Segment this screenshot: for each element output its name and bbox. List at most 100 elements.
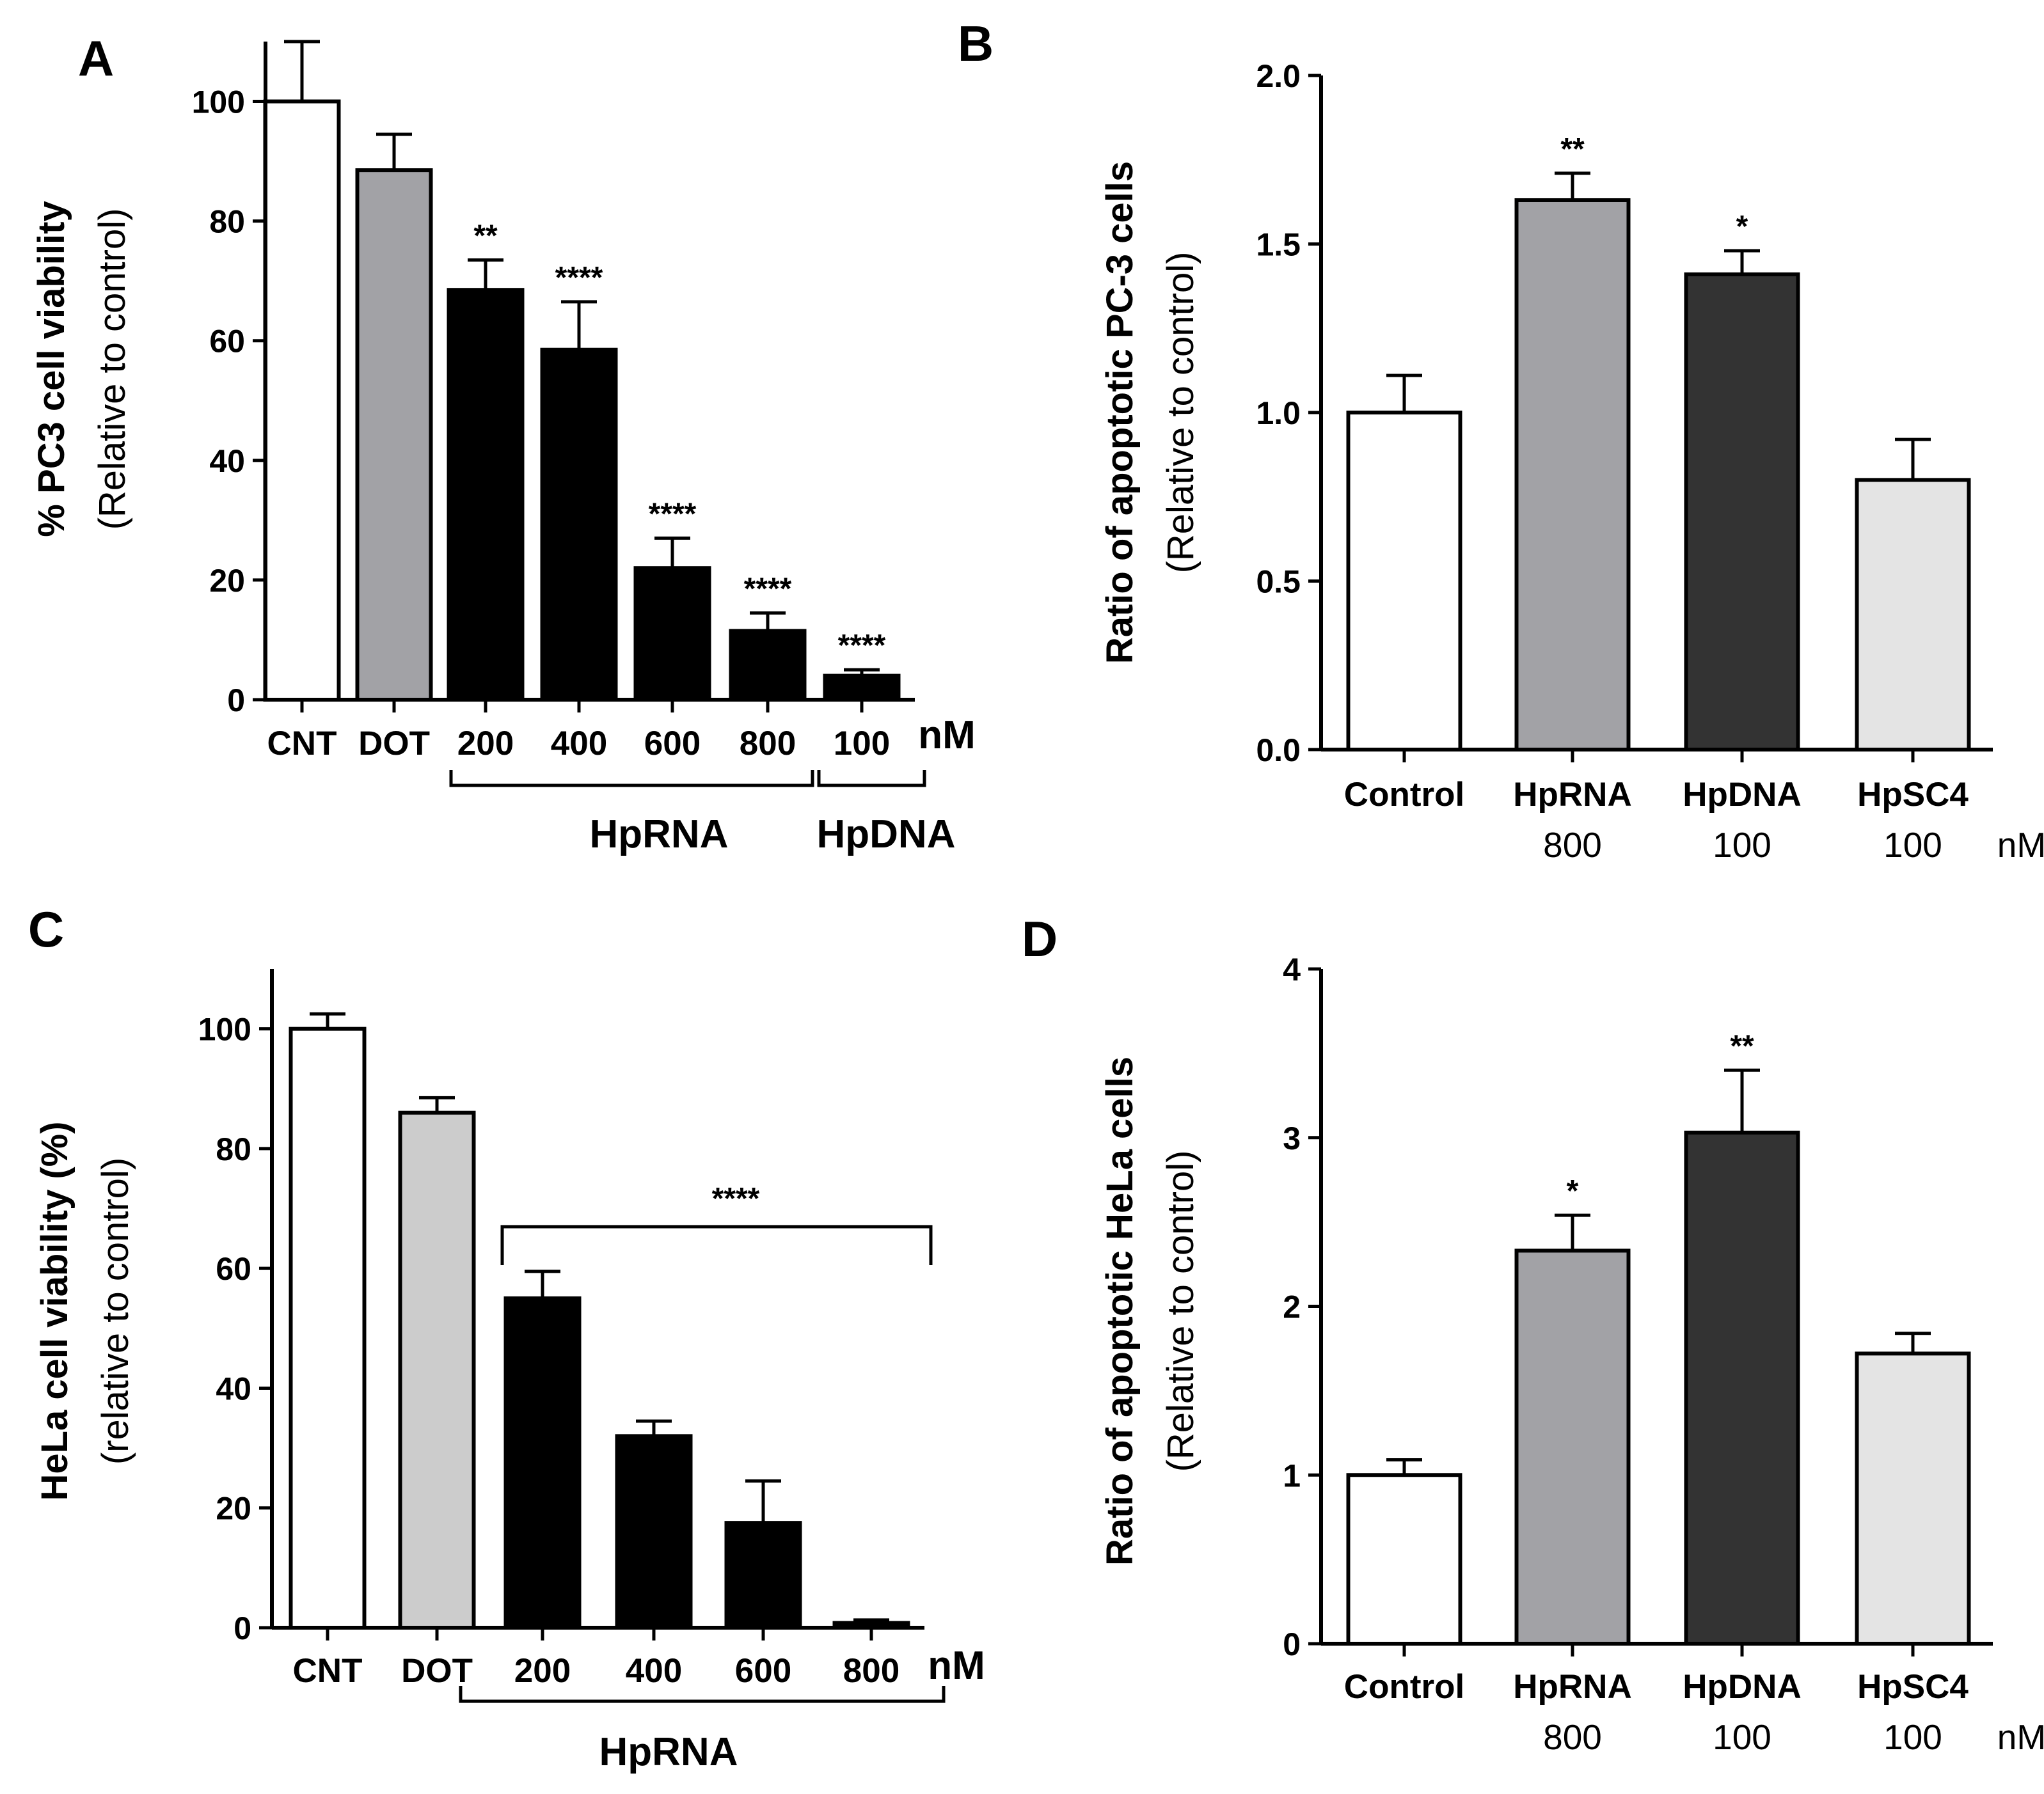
y-axis-label: Ratio of apoptotic HeLa cells bbox=[1099, 1057, 1141, 1566]
significance-mark: ** bbox=[1730, 1029, 1754, 1063]
group-label: HpRNA bbox=[590, 812, 729, 856]
panel-letter: D bbox=[1022, 911, 1058, 967]
y-tick-label: 2 bbox=[1283, 1289, 1301, 1325]
bar-hpdna bbox=[1684, 1130, 1800, 1646]
x-tick-label: CNT bbox=[293, 1652, 363, 1690]
concentration-label: 100 bbox=[1883, 1717, 1942, 1757]
group-bracket bbox=[449, 770, 814, 787]
bar-control bbox=[1346, 411, 1462, 751]
bar-200 bbox=[447, 288, 525, 702]
y-tick-label: 40 bbox=[216, 1371, 251, 1406]
y-tick-label: 0.5 bbox=[1256, 564, 1301, 600]
x-tick-label: HpRNA bbox=[1513, 1668, 1631, 1706]
significance-mark: * bbox=[1567, 1174, 1579, 1208]
x-tick-label: HpRNA bbox=[1513, 776, 1631, 814]
unit-label: nM bbox=[1997, 825, 2044, 865]
y-tick-label: 1.0 bbox=[1256, 395, 1301, 431]
x-tick-label: DOT bbox=[358, 725, 430, 762]
x-tick-label: HpSC4 bbox=[1857, 1668, 1969, 1706]
panel-d: D Ratio of apoptotic HeLa cells (Relative … bbox=[1022, 911, 2044, 1757]
x-tick-label: 400 bbox=[626, 1652, 682, 1690]
bar-600 bbox=[633, 566, 711, 702]
y-tick-label: 1 bbox=[1283, 1458, 1301, 1493]
y-axis-sublabel: (Relative to control) bbox=[1160, 252, 1201, 574]
bar-600 bbox=[724, 1521, 802, 1630]
y-tick-label: 20 bbox=[216, 1491, 251, 1527]
bar-dot bbox=[398, 1110, 476, 1630]
x-tick-label: 400 bbox=[551, 725, 607, 762]
bar-100 bbox=[823, 673, 901, 702]
x-tick-label: DOT bbox=[401, 1652, 473, 1690]
concentration-label: 100 bbox=[1713, 825, 1771, 865]
x-tick-label: CNT bbox=[267, 725, 337, 762]
y-tick-label: 0 bbox=[1283, 1626, 1301, 1662]
y-axis-sublabel: (relative to control) bbox=[95, 1158, 136, 1465]
y-tick-label: 0 bbox=[234, 1610, 251, 1646]
x-tick-label: Control bbox=[1344, 776, 1464, 814]
unit-label: nM bbox=[928, 1644, 985, 1688]
group-bracket bbox=[817, 770, 926, 787]
panel-letter: B bbox=[958, 15, 994, 72]
significance-mark: ** bbox=[1560, 132, 1585, 166]
group-label: HpDNA bbox=[817, 812, 956, 856]
bar-hpsc4 bbox=[1855, 478, 1971, 752]
concentration-label: 800 bbox=[1543, 825, 1602, 865]
y-tick-label: 1.5 bbox=[1256, 227, 1301, 263]
x-tick-label: 800 bbox=[843, 1652, 899, 1690]
x-tick-label: 200 bbox=[457, 725, 514, 762]
bar-control bbox=[1346, 1473, 1462, 1646]
bar-hprna bbox=[1514, 1248, 1631, 1646]
bar-hpsc4 bbox=[1855, 1351, 1971, 1646]
y-tick-label: 60 bbox=[209, 324, 245, 359]
bar-hpdna bbox=[1684, 272, 1800, 751]
x-tick-label: 200 bbox=[514, 1652, 571, 1690]
x-tick-label: HpDNA bbox=[1683, 776, 1801, 814]
x-tick-label: HpDNA bbox=[1683, 1668, 1801, 1706]
bar-200 bbox=[503, 1296, 582, 1630]
bar-cnt bbox=[289, 1027, 367, 1630]
x-tick-label: 600 bbox=[735, 1652, 791, 1690]
y-tick-label: 2.0 bbox=[1256, 58, 1301, 94]
y-axis-sublabel: (Relative to control) bbox=[91, 209, 133, 530]
significance-mark: **** bbox=[744, 572, 792, 606]
x-tick-label: HpSC4 bbox=[1857, 776, 1969, 814]
significance-mark: * bbox=[1736, 210, 1748, 244]
concentration-label: 100 bbox=[1713, 1717, 1771, 1757]
panel-letter: C bbox=[28, 901, 64, 957]
y-tick-label: 3 bbox=[1283, 1121, 1301, 1156]
y-tick-label: 40 bbox=[209, 443, 245, 479]
y-tick-label: 0 bbox=[227, 682, 245, 718]
y-tick-label: 80 bbox=[209, 204, 245, 240]
bar-400 bbox=[615, 1434, 693, 1630]
panel-a: A % PC3 cell viability (Relative to contro… bbox=[31, 30, 976, 856]
unit-label: nM bbox=[1997, 1717, 2044, 1757]
y-tick-label: 4 bbox=[1283, 952, 1301, 987]
y-tick-label: 100 bbox=[192, 84, 245, 120]
y-tick-label: 60 bbox=[216, 1251, 251, 1287]
x-tick-label: 600 bbox=[644, 725, 701, 762]
group-bracket bbox=[459, 1686, 946, 1703]
bar-hprna bbox=[1514, 198, 1631, 751]
panel-c: C HeLa cell viability (%) (relative to con… bbox=[28, 901, 985, 1774]
significance-mark: **** bbox=[555, 261, 603, 295]
bar-800 bbox=[729, 629, 807, 702]
panel-letter: A bbox=[78, 30, 114, 86]
concentration-label: 800 bbox=[1543, 1717, 1602, 1757]
y-tick-label: 0.0 bbox=[1256, 732, 1301, 768]
significance-mark: ** bbox=[473, 219, 498, 253]
x-tick-label: 800 bbox=[740, 725, 796, 762]
bar-dot bbox=[355, 168, 433, 702]
y-tick-label: 100 bbox=[198, 1012, 251, 1048]
concentration-label: 100 bbox=[1883, 825, 1942, 865]
x-tick-label: 100 bbox=[834, 725, 890, 762]
significance-mark: **** bbox=[712, 1182, 760, 1216]
y-tick-label: 20 bbox=[209, 563, 245, 599]
significance-mark: **** bbox=[838, 629, 886, 663]
group-label: HpRNA bbox=[599, 1730, 738, 1774]
bar-400 bbox=[540, 347, 618, 702]
y-axis-sublabel: (Relative to control) bbox=[1160, 1151, 1201, 1472]
panel-b: B Ratio of apoptotic PC-3 cells (Relative … bbox=[958, 15, 2044, 865]
x-tick-label: Control bbox=[1344, 1668, 1464, 1706]
y-tick-label: 80 bbox=[216, 1131, 251, 1167]
